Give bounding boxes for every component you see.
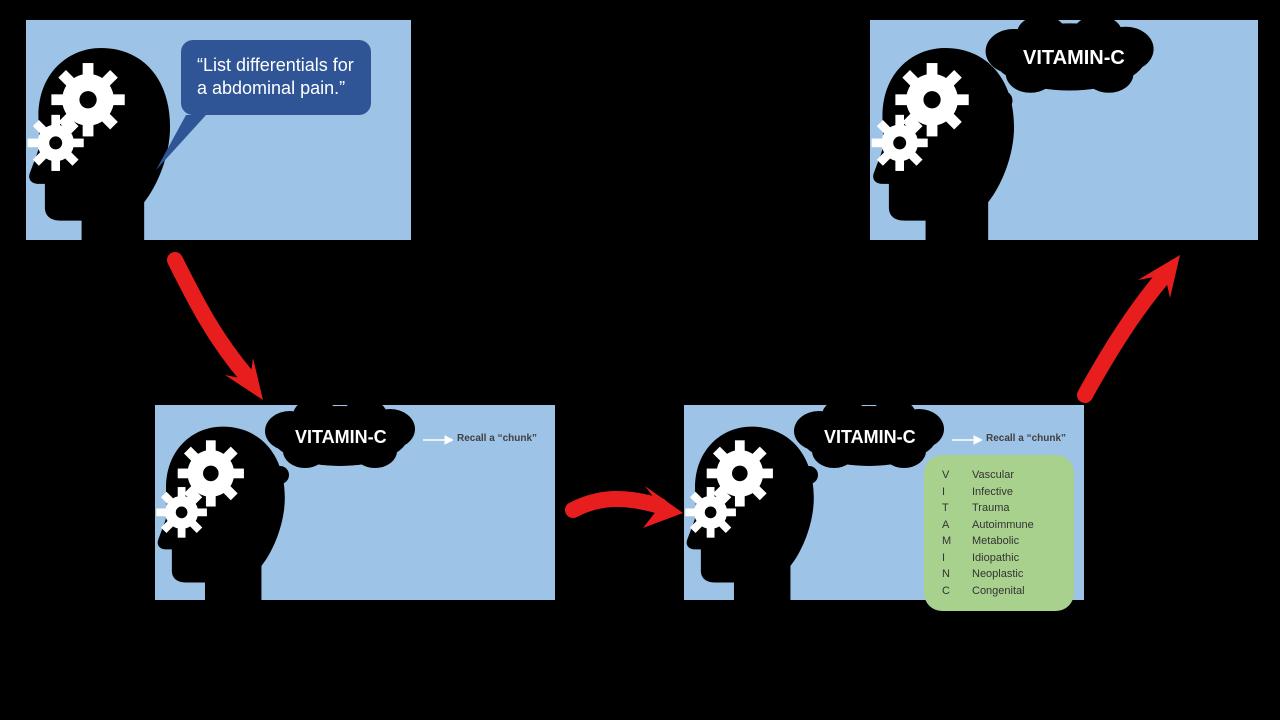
speech-tail-icon [156, 115, 206, 175]
chunk-row: I Infective [942, 484, 1056, 501]
panel-3-chunk: VITAMIN-C Recall a “chunk” V Vascular I Inf… [684, 405, 1084, 600]
flow-arrow-2-icon [565, 478, 695, 548]
recall-label: Recall a “chunk” [986, 433, 1066, 444]
chunk-row: I Idiopathic [942, 550, 1056, 567]
chunk-word: Autoimmune [972, 517, 1034, 534]
chunk-letter: M [942, 533, 952, 550]
panel-2-recall: VITAMIN-C Recall a “chunk” [155, 405, 555, 600]
recall-label: Recall a “chunk” [457, 433, 537, 444]
chunk-row: N Neoplastic [942, 566, 1056, 583]
chunk-letter: T [942, 500, 952, 517]
flow-arrow-3-icon [1070, 250, 1200, 410]
chunk-box: V Vascular I Infective T Trauma A Autoimmune M Me… [924, 455, 1074, 611]
recall-arrow-icon [423, 435, 453, 445]
chunk-word: Infective [972, 484, 1013, 501]
chunk-word: Neoplastic [972, 566, 1023, 583]
chunk-letter: I [942, 484, 952, 501]
chunk-word: Congenital [972, 583, 1025, 600]
chunk-word: Vascular [972, 467, 1014, 484]
chunk-word: Metabolic [972, 533, 1019, 550]
chunk-list: V Vascular I Infective T Trauma A Autoimmune M Me… [942, 467, 1056, 599]
thought-label: VITAMIN-C [295, 427, 387, 448]
chunk-word: Idiopathic [972, 550, 1019, 567]
thought-cloud-icon [260, 403, 430, 513]
chunk-letter: A [942, 517, 952, 534]
chunk-row: A Autoimmune [942, 517, 1056, 534]
chunk-letter: C [942, 583, 952, 600]
speech-bubble: “List differentials for a abdominal pain… [181, 40, 371, 115]
chunk-word: Trauma [972, 500, 1010, 517]
panel-1-question: “List differentials for a abdominal pain… [26, 20, 411, 240]
speech-text: “List differentials for a abdominal pain… [197, 55, 354, 98]
chunk-row: C Congenital [942, 583, 1056, 600]
thought-label: VITAMIN-C [824, 427, 916, 448]
chunk-letter: I [942, 550, 952, 567]
chunk-letter: V [942, 467, 952, 484]
chunk-row: T Trauma [942, 500, 1056, 517]
recall-arrow-icon [952, 435, 982, 445]
chunk-row: M Metabolic [942, 533, 1056, 550]
thought-cloud-icon [980, 20, 1170, 140]
thought-label: VITAMIN-C [1023, 47, 1125, 70]
flow-arrow-1-icon [155, 250, 295, 410]
chunk-row: V Vascular [942, 467, 1056, 484]
panel-4-result: VITAMIN-C [870, 20, 1258, 240]
chunk-letter: N [942, 566, 952, 583]
